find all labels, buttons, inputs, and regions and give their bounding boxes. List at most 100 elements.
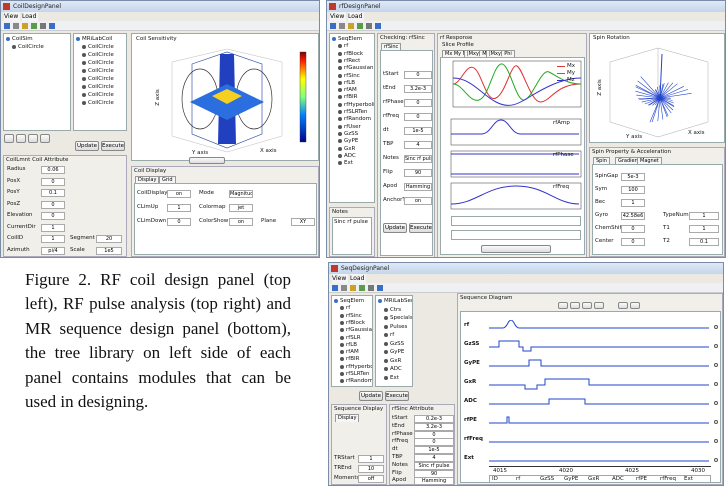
tree-item[interactable]: rf: [390, 332, 395, 338]
tree-item[interactable]: ADC: [390, 366, 402, 372]
tool-icon[interactable]: [359, 285, 365, 291]
channel-toggle[interactable]: [714, 401, 718, 405]
field-value[interactable]: 1e-5: [414, 446, 454, 455]
tree-item[interactable]: rfAM: [346, 349, 359, 356]
nav-button[interactable]: [594, 302, 604, 309]
field-value[interactable]: on: [229, 218, 253, 226]
tree-item[interactable]: rf: [346, 305, 351, 312]
field-value[interactable]: 0: [404, 113, 432, 121]
nav-button[interactable]: [582, 302, 592, 309]
field-value[interactable]: XY: [291, 218, 315, 226]
tab[interactable]: Grid: [159, 176, 176, 184]
field-value[interactable]: 1: [689, 212, 719, 220]
tool-icon[interactable]: [49, 23, 55, 29]
tree-item[interactable]: MRiLabCoil: [82, 36, 113, 42]
channel-toggle[interactable]: [714, 325, 718, 329]
button[interactable]: Execute: [409, 223, 432, 233]
field-value[interactable]: 0.2e-3: [414, 415, 454, 423]
tree-item[interactable]: rfRandom: [344, 116, 371, 123]
tree-item[interactable]: rfLB: [346, 341, 358, 348]
field-value[interactable]: Hamming: [404, 183, 432, 191]
field-value[interactable]: 0: [414, 438, 454, 447]
tree-item[interactable]: Specials: [390, 315, 413, 321]
tool-icon[interactable]: [368, 285, 374, 291]
field-value[interactable]: 90: [414, 469, 454, 478]
tree-item[interactable]: GyPE: [344, 138, 359, 145]
tree-item[interactable]: rfBlock: [346, 319, 366, 326]
tool-icon[interactable]: [375, 23, 381, 29]
tree-item[interactable]: rfAM: [344, 87, 357, 94]
button[interactable]: Update: [383, 223, 407, 233]
button[interactable]: Execute: [101, 141, 125, 151]
field-value[interactable]: 1: [358, 455, 384, 463]
tree-item[interactable]: Ctrs: [390, 306, 402, 313]
tool-icon[interactable]: [348, 23, 354, 29]
tree-item[interactable]: Ext: [390, 374, 399, 381]
tool-icon[interactable]: [13, 23, 19, 29]
channel-toggle[interactable]: [714, 344, 718, 348]
tree-item[interactable]: rfBIR: [346, 356, 360, 363]
tree-item[interactable]: rfGaussian: [346, 327, 373, 334]
nav-button[interactable]: [558, 302, 568, 309]
field-value[interactable]: 90: [404, 169, 432, 177]
tree-item[interactable]: GxR: [344, 145, 356, 152]
tool-icon[interactable]: [350, 285, 356, 291]
tab[interactable]: |Mxy| Phi: [486, 50, 515, 58]
tab[interactable]: Spin: [593, 157, 610, 165]
field-value[interactable]: 0: [41, 200, 65, 209]
field-value[interactable]: 0: [621, 238, 645, 246]
tree-item[interactable]: rfSinc: [344, 72, 360, 79]
tree-item[interactable]: CoilCircle: [18, 44, 44, 50]
field-value[interactable]: 10: [358, 465, 384, 473]
field-value[interactable]: 42.58e6: [621, 212, 645, 220]
field-value[interactable]: on: [404, 197, 432, 205]
tree-item[interactable]: Ext: [344, 160, 353, 167]
tool-icon[interactable]: [341, 285, 347, 291]
tree-item[interactable]: rfRect: [344, 57, 361, 64]
field-value[interactable]: 20: [96, 235, 122, 243]
field-value[interactable]: 0.1: [689, 238, 719, 246]
small-button[interactable]: [28, 134, 38, 143]
field-value[interactable]: 0.1: [41, 189, 65, 197]
tree-item[interactable]: rfSLRTen: [344, 109, 368, 115]
field-value[interactable]: Hamming: [414, 477, 454, 484]
field-value[interactable]: 1e-5: [404, 127, 432, 135]
field-value[interactable]: Sinc rf pulse: [404, 155, 432, 163]
tree-item[interactable]: rfRandom: [346, 378, 373, 385]
tree-item[interactable]: SeqElem: [338, 36, 363, 42]
tab[interactable]: rfSinc: [381, 43, 402, 51]
tree-item[interactable]: rfUser: [344, 123, 361, 130]
field-value[interactable]: 4: [404, 141, 432, 149]
field-value[interactable]: 1: [621, 199, 645, 207]
tool-icon[interactable]: [4, 23, 10, 29]
tree-item[interactable]: rfHyperbolicSec: [346, 363, 373, 370]
field-value[interactable]: Sinc rf pulse: [414, 461, 454, 470]
tree-item[interactable]: CoilCircle: [88, 68, 114, 74]
channel-toggle[interactable]: [714, 420, 718, 424]
tree-item[interactable]: rfLB: [344, 79, 356, 86]
field-value[interactable]: 4: [414, 454, 454, 462]
field-value[interactable]: 1: [41, 223, 65, 232]
tree-item[interactable]: CoilCircle: [88, 60, 114, 66]
nav-button[interactable]: [630, 302, 640, 309]
tool-icon[interactable]: [339, 23, 345, 29]
tree-item[interactable]: MRiLabSeq: [384, 298, 413, 304]
tab[interactable]: Magnet: [637, 157, 662, 165]
menu-item[interactable]: View: [332, 274, 348, 283]
menu-item[interactable]: Load: [350, 274, 366, 283]
field-value[interactable]: on: [167, 190, 191, 198]
field-value[interactable]: off: [358, 475, 384, 483]
tree-item[interactable]: GxR: [390, 357, 402, 364]
tree-item[interactable]: rf: [344, 43, 349, 50]
tree-item[interactable]: rfBlock: [344, 50, 364, 57]
channel-toggle[interactable]: [714, 439, 718, 443]
button[interactable]: Update: [359, 391, 383, 401]
field-value[interactable]: jet: [229, 204, 253, 212]
tree-item[interactable]: CoilSim: [12, 36, 33, 42]
field-value[interactable]: 1: [41, 235, 65, 243]
channel-toggle[interactable]: [714, 363, 718, 367]
tree-item[interactable]: rfHyperbolicSecant: [344, 101, 375, 108]
tool-icon[interactable]: [330, 23, 336, 29]
tool-icon[interactable]: [366, 23, 372, 29]
tree-item[interactable]: GyPE: [390, 349, 405, 355]
